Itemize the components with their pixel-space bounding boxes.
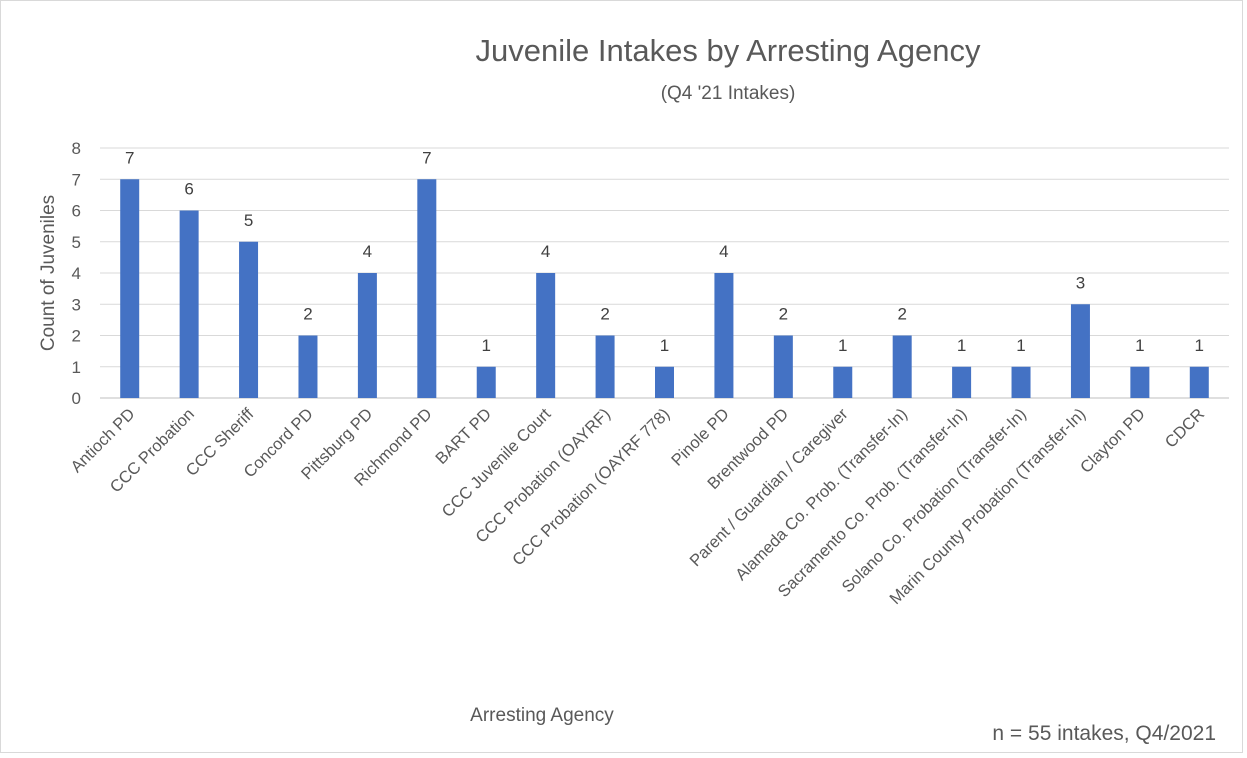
bar xyxy=(298,335,318,398)
data-label: 6 xyxy=(184,180,193,199)
y-tick-label: 5 xyxy=(72,233,81,252)
bar xyxy=(357,273,377,398)
y-tick-label: 0 xyxy=(72,389,81,408)
x-category-label: CDCR xyxy=(1162,405,1208,451)
bar xyxy=(595,335,615,398)
x-axis-title: Arresting Agency xyxy=(470,705,614,726)
data-label: 2 xyxy=(600,305,609,324)
bars xyxy=(120,179,1209,398)
bar xyxy=(120,179,140,398)
y-tick-label: 2 xyxy=(72,327,81,346)
data-label: 2 xyxy=(779,305,788,324)
bar xyxy=(1130,366,1150,398)
bar xyxy=(714,273,734,398)
bar xyxy=(773,335,793,398)
data-label: 5 xyxy=(244,211,253,230)
bar xyxy=(655,366,674,398)
bar xyxy=(892,335,912,398)
data-label: 4 xyxy=(541,242,550,261)
y-tick-label: 6 xyxy=(72,202,81,221)
y-axis-title: Count of Juveniles xyxy=(38,195,59,351)
y-tick-label: 1 xyxy=(72,358,81,377)
data-label: 1 xyxy=(1195,336,1204,355)
data-label: 4 xyxy=(363,242,372,261)
chart-title: Juvenile Intakes by Arresting Agency xyxy=(476,33,981,68)
data-label: 1 xyxy=(957,336,966,355)
x-category-label: BART PD xyxy=(432,405,495,468)
data-label: 1 xyxy=(1135,336,1144,355)
data-label: 1 xyxy=(482,336,491,355)
data-label: 2 xyxy=(303,305,312,324)
x-category-label: Pinole PD xyxy=(668,405,733,470)
bar xyxy=(239,241,259,398)
data-label: 7 xyxy=(125,148,134,167)
data-label: 1 xyxy=(838,336,847,355)
bar xyxy=(476,366,496,398)
bar xyxy=(417,179,437,398)
x-category-label: CCC Juvenile Court xyxy=(439,405,555,521)
x-category-label: Clayton PD xyxy=(1077,405,1149,477)
gridlines xyxy=(100,147,1229,399)
data-label: 3 xyxy=(1076,273,1085,292)
y-tick-label: 4 xyxy=(72,264,81,283)
bar xyxy=(536,273,556,398)
chart-subtitle: (Q4 '21 Intakes) xyxy=(661,83,796,104)
bar xyxy=(1070,304,1090,398)
sample-size-note: n = 55 intakes, Q4/2021 xyxy=(992,722,1216,745)
data-labels: 7 6 5 2 4 7 1 4 2 1 4 2 1 2 1 1 3 1 1 xyxy=(125,148,1204,355)
y-tick-label: 3 xyxy=(72,295,81,314)
bar xyxy=(1189,366,1209,398)
bar xyxy=(952,366,972,398)
data-label: 7 xyxy=(422,148,431,167)
y-tick-label: 8 xyxy=(72,139,81,158)
data-label: 4 xyxy=(719,242,728,261)
bar xyxy=(833,366,853,398)
data-label: 1 xyxy=(1016,336,1025,355)
bar xyxy=(1011,366,1031,398)
y-tick-label: 7 xyxy=(72,170,81,189)
data-label: 1 xyxy=(660,336,669,355)
bar xyxy=(179,210,199,398)
y-axis-ticks: 0 1 2 3 4 5 6 7 8 xyxy=(72,139,81,408)
data-label: 2 xyxy=(897,305,906,324)
